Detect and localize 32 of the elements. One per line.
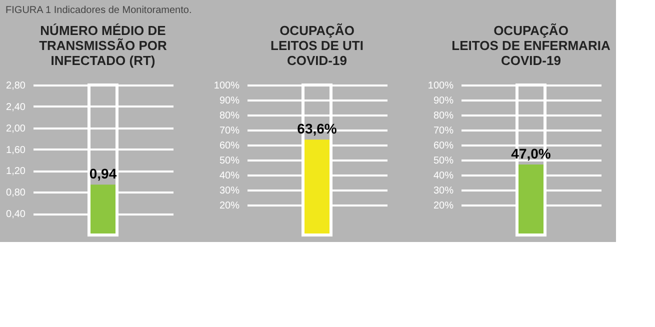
text: FIGURA 1 Indicadores de Monitoramento. [6,5,192,16]
y-tick-label: 70% [433,126,454,136]
y-tick-label: 0,80 [6,188,26,199]
y-tick-label: 40% [433,170,454,182]
data-label: 0,94 [89,166,117,182]
y-tick-label: 80% [433,110,454,122]
y-tick-label: 50% [219,156,240,166]
y-tick-label: 30% [219,186,240,196]
data-label: 63,6% [297,120,338,137]
y-tick-label: 60% [219,140,240,152]
y-tick-label: 20% [219,200,240,212]
chart-title: NÚMERO MÉDIO DE TRANSMISSÃO POR INFECTADO (RT) [39,23,168,68]
y-tick-label: 1,20 [6,166,26,178]
y-tick-label: 30% [433,186,454,196]
y-tick-label: 70% [219,126,240,136]
y-tick-label: 20% [433,200,454,212]
y-tick-label: 1,60 [6,144,26,156]
chart-title: OCUPAÇÃO LEITOS DE ENFERMARIA COVID-19 [452,23,611,68]
y-tick-label: 80% [219,110,240,122]
y-tick-label: 90% [433,96,454,106]
y-tick-label: 100% [214,80,240,92]
y-tick-label: 60% [433,140,454,152]
y-tick-label: 100% [428,80,454,92]
chart-title: OCUPAÇÃO LEITOS DE UTI COVID-19 [270,23,364,68]
y-tick-label: 2,80 [6,80,26,92]
y-tick-label: 50% [433,156,454,166]
data-label: 47,0% [511,146,552,162]
y-tick-label: 0,40 [6,209,26,220]
y-tick-label: 2,40 [6,102,26,113]
y-tick-label: 40% [219,170,240,182]
y-tick-label: 90% [219,96,240,106]
y-tick-label: 2,00 [6,123,26,134]
